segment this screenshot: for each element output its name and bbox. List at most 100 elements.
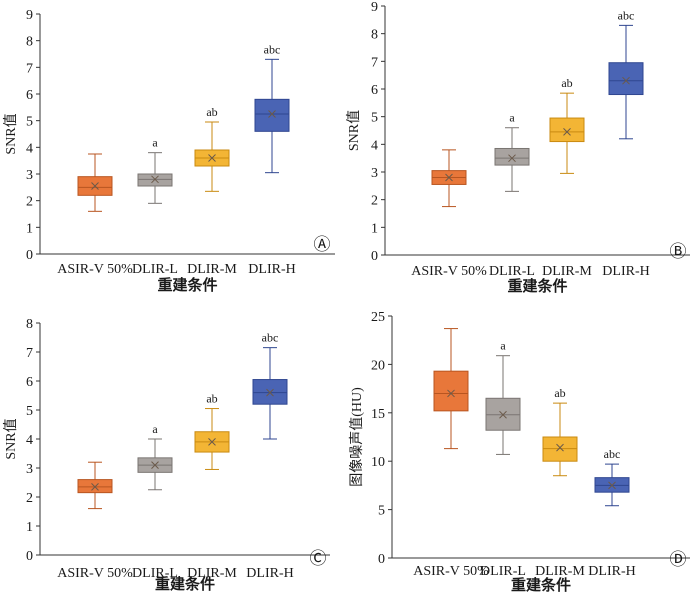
box-1 bbox=[77, 461, 113, 510]
y-tick-label: 9 bbox=[26, 8, 33, 23]
x-axis-title: 重建条件 bbox=[157, 276, 217, 294]
y-tick-label: 4 bbox=[371, 138, 378, 153]
significance-label: abc bbox=[264, 42, 281, 56]
mean-marker bbox=[445, 173, 453, 182]
iqr-box bbox=[77, 479, 113, 494]
box-2: a bbox=[137, 136, 173, 204]
mean-marker bbox=[508, 154, 516, 163]
x-tick-label: DLIR-L bbox=[132, 262, 178, 277]
y-tick-label: 0 bbox=[371, 249, 378, 264]
significance-label: a bbox=[509, 111, 515, 125]
iqr-box bbox=[433, 370, 469, 412]
y-tick-label: 10 bbox=[371, 455, 385, 470]
y-tick-label: 5 bbox=[371, 111, 378, 126]
x-tick-label: ASIR-V 50% bbox=[57, 566, 133, 581]
x-tick-label: DLIR-H bbox=[588, 564, 635, 579]
box-3: ab bbox=[194, 105, 230, 192]
y-tick-label: 7 bbox=[26, 346, 33, 361]
mean-marker bbox=[266, 388, 274, 397]
y-tick-label: 6 bbox=[26, 375, 33, 390]
y-tick-label: 2 bbox=[26, 491, 33, 506]
y-tick-label: 7 bbox=[371, 55, 378, 70]
box-3: ab bbox=[194, 392, 230, 470]
y-tick-label: 0 bbox=[26, 549, 33, 564]
y-tick-label: 15 bbox=[371, 407, 385, 422]
mean-marker bbox=[151, 461, 159, 469]
significance-label: ab bbox=[554, 386, 565, 400]
x-tick-label: DLIR-L bbox=[132, 566, 178, 581]
mean-marker bbox=[268, 110, 276, 118]
y-tick-label: 0 bbox=[378, 552, 385, 567]
y-tick-label: 1 bbox=[26, 520, 33, 535]
iqr-box bbox=[549, 117, 585, 143]
y-tick-label: 25 bbox=[371, 310, 385, 325]
panel-marker: Ⓒ bbox=[310, 549, 327, 568]
box-4: abc bbox=[254, 42, 290, 174]
mean-marker bbox=[208, 154, 216, 162]
y-tick-label: 6 bbox=[371, 83, 378, 98]
x-tick-label: DLIR-M bbox=[187, 262, 237, 277]
box-1 bbox=[431, 149, 467, 208]
significance-label: abc bbox=[262, 331, 279, 345]
mean-marker bbox=[91, 482, 99, 491]
box-1 bbox=[77, 153, 113, 212]
y-tick-label: 3 bbox=[26, 462, 33, 477]
significance-label: a bbox=[152, 136, 158, 150]
panel-marker: Ⓑ bbox=[670, 242, 687, 261]
panel-marker: Ⓓ bbox=[670, 550, 687, 569]
x-tick-label: DLIR-L bbox=[480, 564, 526, 579]
iqr-box bbox=[494, 147, 530, 166]
mean-marker bbox=[151, 175, 159, 184]
y-tick-label: 5 bbox=[26, 404, 33, 419]
significance-label: ab bbox=[561, 76, 572, 90]
y-tick-label: 2 bbox=[26, 195, 33, 210]
x-axis-title: 重建条件 bbox=[511, 576, 571, 594]
y-tick-label: 4 bbox=[26, 433, 33, 448]
x-tick-label: DLIR-H bbox=[246, 566, 293, 581]
box-3: ab bbox=[542, 386, 578, 477]
y-tick-label: 9 bbox=[371, 0, 378, 15]
mean-marker bbox=[563, 128, 571, 136]
y-tick-label: 5 bbox=[378, 504, 385, 519]
significance-label: a bbox=[500, 339, 506, 353]
y-axis-title: SNR值 bbox=[346, 110, 362, 151]
y-tick-label: 1 bbox=[371, 221, 378, 236]
y-tick-label: 6 bbox=[26, 88, 33, 103]
box-4: abc bbox=[252, 331, 288, 440]
box-4: abc bbox=[594, 447, 630, 507]
iqr-box bbox=[608, 62, 644, 96]
x-tick-label: DLIR-H bbox=[248, 262, 295, 277]
y-tick-label: 3 bbox=[26, 168, 33, 183]
iqr-box bbox=[252, 379, 288, 405]
x-tick-label: ASIR-V 50% bbox=[413, 564, 489, 579]
mean-marker bbox=[608, 481, 616, 490]
y-tick-label: 8 bbox=[26, 35, 33, 50]
y-tick-label: 2 bbox=[371, 194, 378, 209]
y-tick-label: 8 bbox=[371, 28, 378, 43]
box-4: abc bbox=[608, 8, 644, 140]
box-2: a bbox=[494, 111, 530, 192]
mean-marker bbox=[499, 410, 507, 419]
box-1 bbox=[433, 328, 469, 450]
significance-label: abc bbox=[604, 447, 621, 461]
significance-label: a bbox=[152, 422, 158, 436]
mean-marker bbox=[447, 389, 455, 398]
x-tick-label: DLIR-M bbox=[187, 566, 237, 581]
y-tick-label: 0 bbox=[26, 248, 33, 263]
x-tick-label: DLIR-M bbox=[542, 264, 592, 279]
x-tick-label: ASIR-V 50% bbox=[57, 262, 133, 277]
y-tick-label: 3 bbox=[371, 166, 378, 181]
box-2: a bbox=[137, 422, 173, 491]
significance-label: ab bbox=[206, 392, 217, 406]
mean-marker bbox=[91, 182, 99, 190]
y-tick-label: 5 bbox=[26, 115, 33, 130]
chart-panel-2: 0 1 2 3 4 5 6 7 8 9 SNR值 ASIR-V 50% a DLIR-L ab DLIR-M a… bbox=[346, 0, 690, 295]
y-axis-title: SNR值 bbox=[3, 113, 19, 154]
x-axis-title: 重建条件 bbox=[155, 575, 215, 593]
iqr-box bbox=[254, 98, 290, 132]
y-tick-label: 8 bbox=[26, 317, 33, 332]
y-tick-label: 20 bbox=[371, 358, 385, 373]
chart-panel-4: 0 5 10 15 20 25 图像噪声值(HU) ASIR-V 50% a DLIR-L ab DL… bbox=[349, 310, 690, 594]
x-tick-label: DLIR-M bbox=[535, 564, 585, 579]
significance-label: abc bbox=[618, 8, 635, 22]
